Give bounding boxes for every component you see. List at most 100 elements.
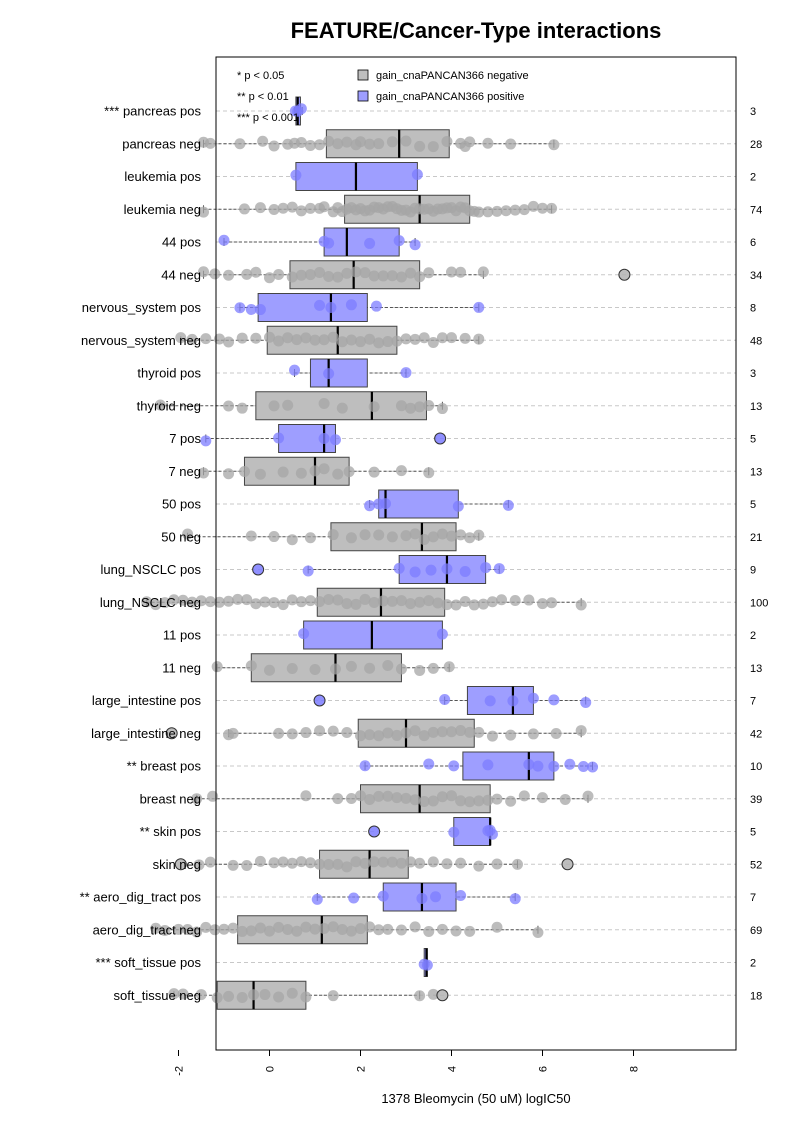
data-point: [254, 304, 266, 316]
row-label: 50 pos: [162, 497, 202, 512]
data-point: [250, 332, 262, 344]
data-point: [318, 432, 330, 444]
data-point: [227, 727, 239, 739]
row-count: 10: [750, 761, 762, 773]
data-point: [329, 434, 341, 446]
row-label: ** skin pos: [140, 824, 202, 839]
data-point: [364, 793, 376, 805]
data-point: [395, 924, 407, 936]
data-point: [304, 595, 316, 607]
data-point: [286, 534, 298, 546]
data-point: [314, 725, 326, 737]
data-point: [223, 468, 235, 480]
data-point: [332, 468, 344, 480]
plot-frame: [215, 56, 737, 1051]
row-labels: *** pancreas pos pancreas neg leukemia pos…: [80, 104, 202, 1003]
row-label: large_intestine neg: [91, 726, 201, 741]
data-point: [186, 333, 198, 345]
data-point: [213, 333, 225, 345]
data-point: [373, 138, 385, 150]
data-point: [537, 202, 548, 214]
data-point: [227, 922, 239, 934]
data-point: [355, 923, 366, 935]
data-point: [436, 923, 448, 935]
outlier-point: [436, 989, 449, 1002]
legend-negative-label: gain_cnaPANCAN366 negative: [376, 70, 529, 82]
data-point: [259, 596, 271, 608]
data-point: [204, 596, 216, 608]
data-point: [418, 730, 430, 742]
data-point: [427, 531, 439, 543]
data-point: [309, 465, 321, 477]
data-point: [336, 336, 348, 348]
data-point: [550, 727, 562, 739]
data-point: [282, 332, 294, 344]
row-label: nervous_system pos: [82, 300, 202, 315]
data-point: [450, 599, 462, 611]
data-point: [477, 266, 489, 278]
data-point: [414, 665, 426, 677]
data-point: [302, 565, 314, 577]
data-point: [473, 333, 485, 345]
data-point: [268, 204, 280, 216]
data-point: [443, 661, 455, 673]
data-point: [414, 140, 426, 152]
data-point: [193, 859, 205, 871]
outlier-point: [618, 268, 631, 281]
data-point: [491, 921, 503, 933]
data-point: [400, 792, 412, 804]
data-point: [259, 989, 271, 1001]
data-point: [482, 137, 494, 149]
data-point: [377, 595, 389, 607]
row-label: 44 neg: [161, 267, 201, 282]
data-point: [223, 269, 235, 281]
data-point: [373, 337, 385, 349]
data-point: [236, 925, 248, 937]
x-tick-label: -2: [174, 1066, 186, 1076]
data-point: [182, 528, 194, 540]
data-point: [405, 598, 417, 610]
data-point: [455, 529, 467, 541]
data-point: [241, 859, 253, 871]
data-point: [236, 991, 248, 1003]
outlier-point: [561, 858, 574, 871]
x-tick-label: 2: [356, 1066, 368, 1072]
data-point: [425, 564, 437, 576]
row-count: 13: [750, 401, 762, 413]
data-point: [405, 267, 417, 279]
data-point: [423, 267, 435, 279]
data-point: [355, 730, 366, 742]
data-point: [295, 856, 307, 868]
data-point: [427, 795, 439, 807]
data-point: [318, 201, 330, 213]
legend-negative-swatch: [357, 69, 369, 81]
data-point: [400, 333, 412, 345]
data-point: [204, 856, 216, 868]
outlier-point: [434, 432, 447, 445]
row-count: 34: [750, 270, 762, 282]
row-label: 7 pos: [169, 431, 201, 446]
data-point: [509, 893, 521, 905]
data-point: [468, 599, 480, 611]
outlier-point: [174, 858, 187, 871]
data-point: [309, 923, 321, 935]
data-point: [386, 136, 398, 148]
row-count: 7: [750, 696, 756, 708]
row-label: leukemia pos: [124, 169, 201, 184]
data-point: [518, 204, 530, 216]
data-point: [207, 790, 219, 802]
data-point: [448, 826, 460, 838]
data-point: [368, 401, 380, 413]
data-point: [436, 726, 448, 738]
data-point: [282, 399, 294, 411]
data-point: [473, 301, 485, 313]
data-point: [473, 726, 485, 738]
row-count: 18: [750, 990, 762, 1002]
data-point: [548, 760, 560, 772]
box: [466, 686, 534, 715]
data-point: [459, 565, 471, 577]
data-point: [345, 925, 357, 937]
data-point: [395, 857, 407, 869]
data-point: [329, 663, 341, 675]
data-point: [575, 725, 587, 737]
